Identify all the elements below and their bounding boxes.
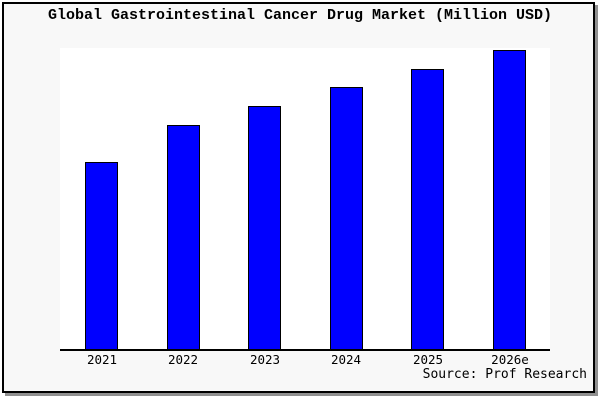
x-tick-label-2025: 2025 [412, 352, 444, 367]
bar-2026e [493, 50, 526, 351]
x-tick-label-2022: 2022 [167, 352, 199, 367]
x-tick-label-2021: 2021 [86, 352, 118, 367]
plot-area [60, 48, 550, 351]
bar-2023 [248, 106, 281, 351]
x-axis-line [60, 349, 550, 351]
bar-2022 [167, 125, 200, 351]
source-attribution: Source: Prof Research [422, 367, 587, 382]
bar-2021 [85, 162, 118, 351]
bar-2024 [330, 87, 363, 351]
bars-layer [60, 48, 550, 351]
chart-title: Global Gastrointestinal Cancer Drug Mark… [47, 7, 553, 24]
x-tick-label-2023: 2023 [249, 352, 281, 367]
x-tick-label-2024: 2024 [330, 352, 362, 367]
bar-2025 [411, 69, 444, 351]
x-tick-label-2026e: 2026e [491, 352, 529, 367]
